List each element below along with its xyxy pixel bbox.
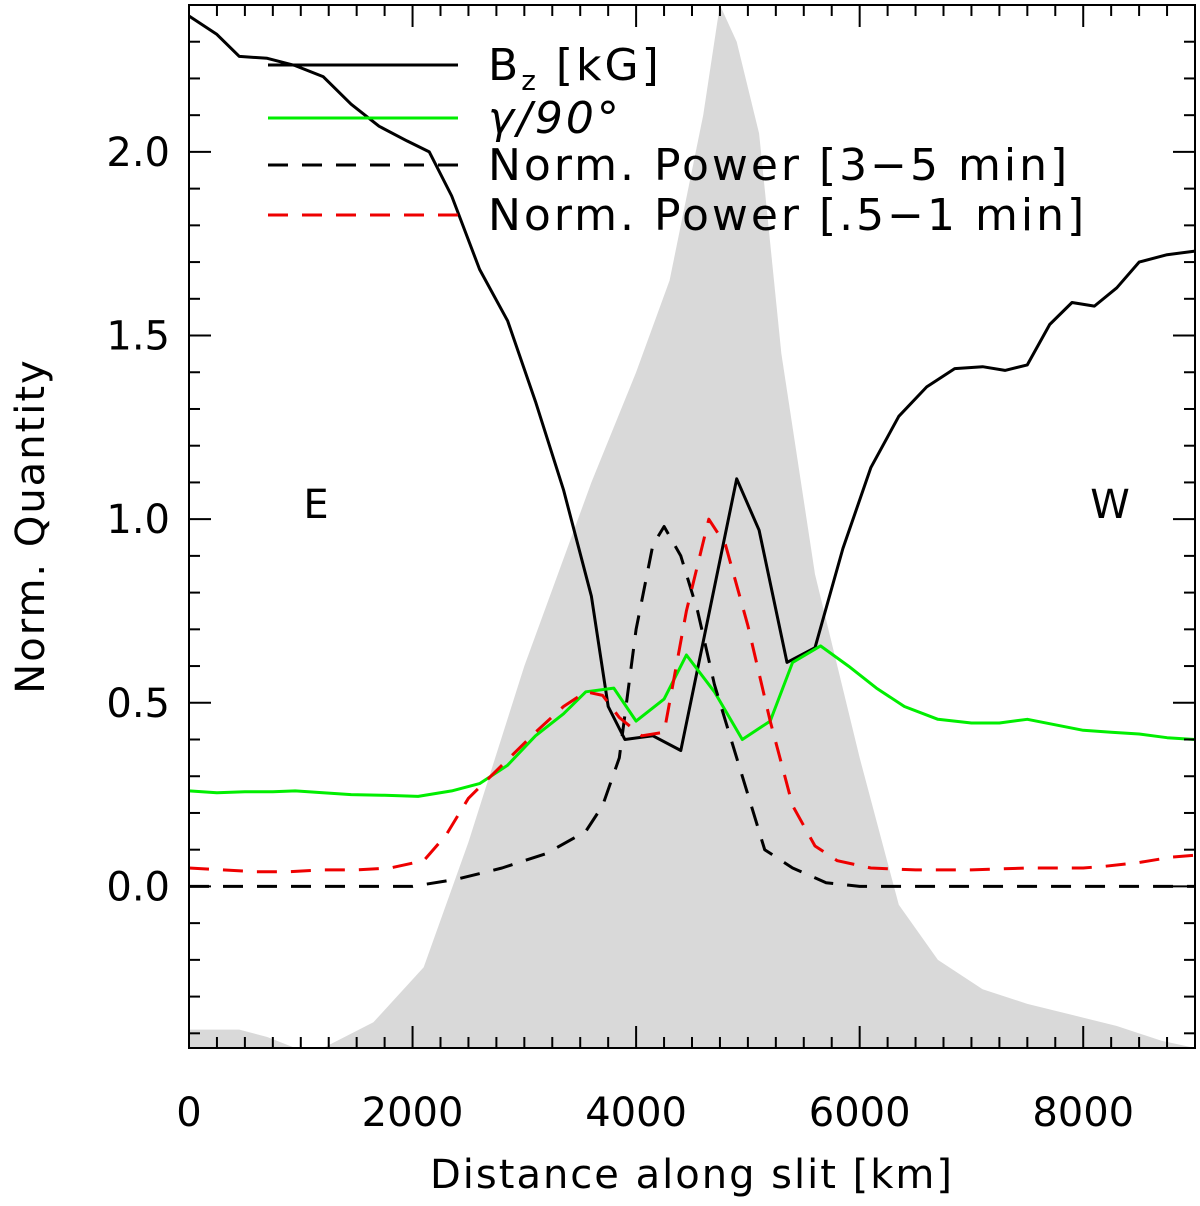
x-tick-label: 0	[176, 1090, 201, 1136]
legend-label-power-05-1: Norm. Power [.5−1 min]	[488, 190, 1087, 241]
x-tick-label: 8000	[1032, 1090, 1134, 1136]
y-tick-label: 1.0	[106, 497, 170, 543]
series-line-2	[189, 525, 1195, 888]
annotation-east: E	[303, 482, 328, 528]
series-line-0	[188, 14, 1196, 752]
y-tick-label: 2.0	[106, 130, 170, 176]
legend: Bz [kG] γ/90° Norm. Power [3−5 min] Norm…	[268, 40, 1087, 241]
y-tick-label: 0.5	[106, 681, 170, 727]
legend-bz-unit: [kG]	[539, 40, 662, 91]
series-layer	[188, 14, 1196, 888]
tick-label-layer: 0 2000 4000 6000 8000 0.0 0.5 1.0 1.5 2.0	[106, 130, 1134, 1136]
y-axis-title: Norm. Quantity	[8, 358, 54, 693]
legend-label-gamma: γ/90°	[488, 93, 622, 144]
legend-label-power-3-5: Norm. Power [3−5 min]	[488, 140, 1070, 191]
x-tick-label: 2000	[362, 1090, 464, 1136]
y-tick-label: 0.0	[106, 864, 170, 910]
tick-layer	[188, 4, 1196, 1048]
x-tick-label: 4000	[585, 1090, 687, 1136]
y-tick-label: 1.5	[106, 314, 170, 360]
series-line-1	[188, 644, 1196, 798]
legend-bz-subscript: z	[521, 64, 539, 97]
legend-label-bz: Bz [kG]	[488, 40, 662, 97]
legend-bz-symbol: B	[488, 40, 521, 91]
x-tick-label: 6000	[809, 1090, 911, 1136]
annotation-west: W	[1090, 482, 1130, 528]
background-profile-layer	[189, 5, 1195, 1048]
x-axis-title: Distance along slit [km]	[430, 1152, 954, 1198]
background-profile-area	[189, 5, 1195, 1048]
